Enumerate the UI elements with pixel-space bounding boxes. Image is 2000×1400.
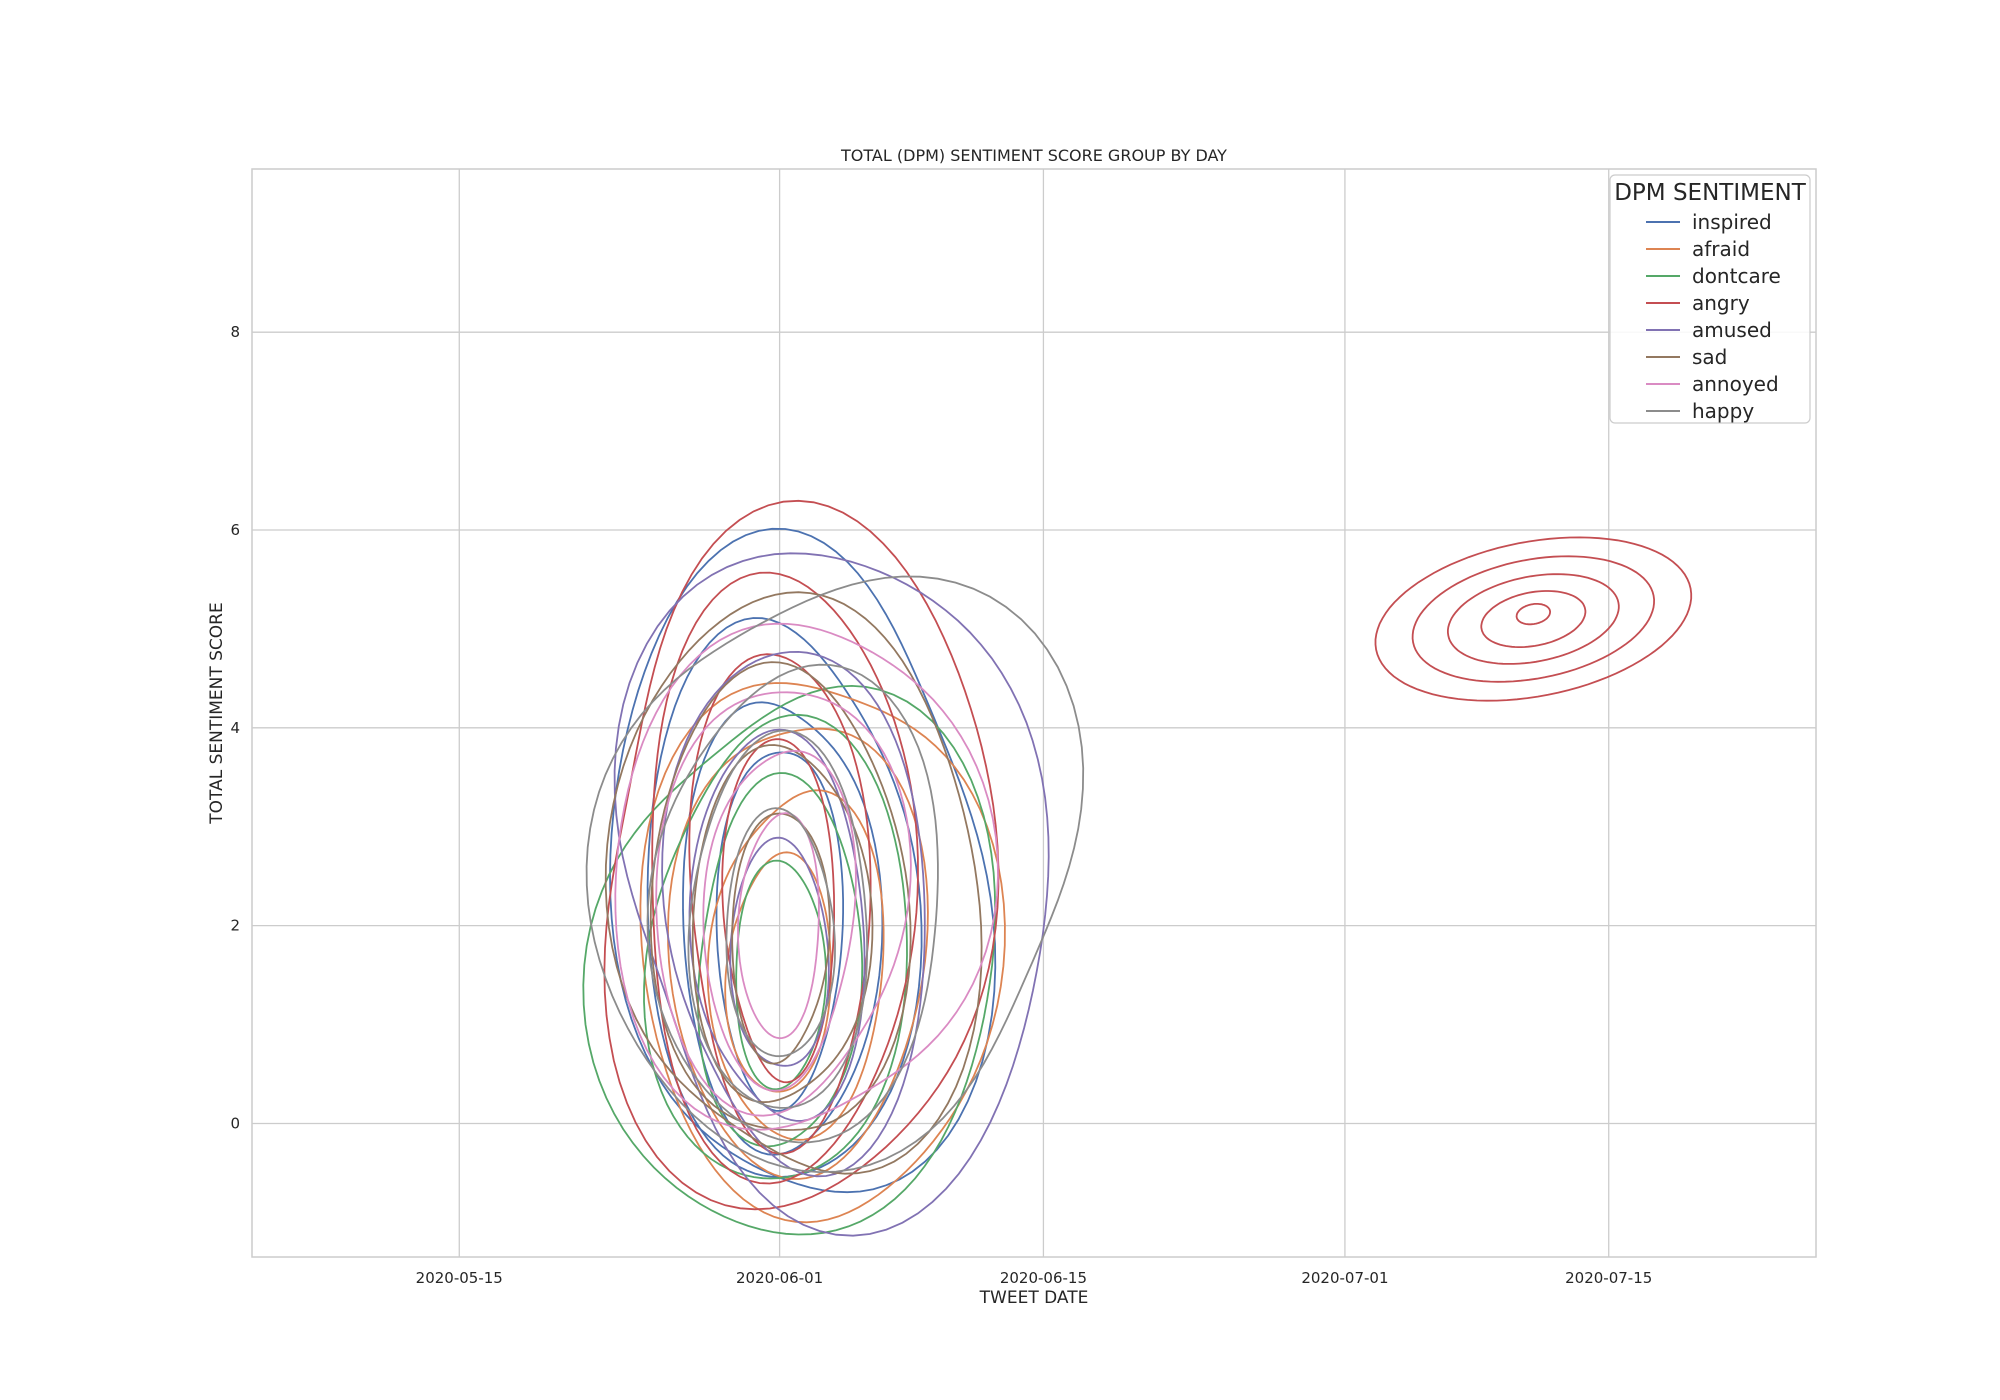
angry-contour <box>721 738 835 1084</box>
y-tick-labels: 0 2 4 6 8 <box>230 323 240 1132</box>
happy-contour <box>585 575 1085 1174</box>
inspired-contour <box>609 527 997 1194</box>
legend-item-inspired: inspired <box>1646 210 1772 234</box>
afraid-contour <box>639 682 1006 1224</box>
legend-label: sad <box>1692 345 1727 369</box>
series-happy <box>585 575 1085 1174</box>
legend-label: annoyed <box>1692 372 1779 396</box>
legend-label: dontcare <box>1692 264 1781 288</box>
legend-item-dontcare: dontcare <box>1646 264 1781 288</box>
legend-items: inspired afraid dontcare angry amused sad anno… <box>1646 210 1781 423</box>
amused-contour <box>661 650 926 1178</box>
grid-lines <box>252 169 1816 1257</box>
x-tick-label: 2020-07-01 <box>1301 1269 1388 1287</box>
dontcare-contour <box>643 713 908 1180</box>
happy-contour <box>646 663 939 1144</box>
legend-box <box>1609 174 1811 424</box>
happy-contour <box>687 729 869 1109</box>
series-angry <box>603 499 1693 1211</box>
angry-contour <box>1411 555 1656 683</box>
y-tick-label: 0 <box>230 1114 240 1132</box>
amused-contour <box>729 836 830 1067</box>
legend-label: happy <box>1692 399 1754 423</box>
x-tick-label: 2020-06-01 <box>736 1269 823 1287</box>
contour-layer <box>582 499 1693 1237</box>
dontcare-contour <box>735 859 827 1091</box>
angry-contour <box>603 499 1000 1211</box>
legend-title: DPM SENTIMENT <box>1614 180 1806 206</box>
legend-item-afraid: afraid <box>1646 237 1750 261</box>
sad-contour <box>649 661 912 1131</box>
x-axis-label: TWEET DATE <box>979 1288 1089 1308</box>
y-tick-label: 6 <box>230 521 240 539</box>
sad-contour <box>691 744 874 1104</box>
annoyed-contour <box>702 749 857 1092</box>
x-tick-labels: 2020-05-15 2020-06-01 2020-06-15 2020-07-01… <box>416 1269 1653 1287</box>
y-tick-label: 4 <box>230 719 240 737</box>
afraid-contour <box>667 727 929 1180</box>
legend-item-annoyed: annoyed <box>1646 372 1779 396</box>
legend-label: afraid <box>1692 237 1750 261</box>
sad-contour <box>604 591 983 1175</box>
happy-contour <box>725 807 836 1058</box>
dontcare-contour <box>582 684 997 1236</box>
legend-item-angry: angry <box>1646 291 1750 315</box>
legend-label: angry <box>1692 291 1750 315</box>
x-tick-label: 2020-06-15 <box>1000 1269 1087 1287</box>
amused-contour <box>613 552 1050 1237</box>
angry-contour <box>1480 590 1587 648</box>
angry-contour <box>1374 536 1693 702</box>
x-tick-label: 2020-07-15 <box>1565 1269 1652 1287</box>
annoyed-contour <box>655 691 912 1117</box>
angry-contour <box>1515 603 1551 626</box>
angry-contour <box>688 653 872 1155</box>
legend: DPM SENTIMENT inspired afraid dontcare angr… <box>1609 174 1811 424</box>
legend-label: inspired <box>1692 210 1772 234</box>
annoyed-contour <box>614 622 999 1131</box>
y-tick-label: 8 <box>230 323 240 341</box>
y-tick-label: 2 <box>230 917 240 935</box>
inspired-contour <box>682 701 884 1156</box>
chart-title: TOTAL (DPM) SENTIMENT SCORE GROUP BY DAY <box>840 146 1227 165</box>
x-tick-label: 2020-05-15 <box>416 1269 503 1287</box>
y-axis-label: TOTAL SENTIMENT SCORE <box>207 602 227 825</box>
legend-item-sad: sad <box>1646 345 1727 369</box>
plot-frame <box>251 168 1817 1258</box>
legend-item-amused: amused <box>1646 318 1772 342</box>
legend-item-happy: happy <box>1646 399 1754 423</box>
angry-contour <box>1447 573 1620 665</box>
legend-label: amused <box>1692 318 1772 342</box>
